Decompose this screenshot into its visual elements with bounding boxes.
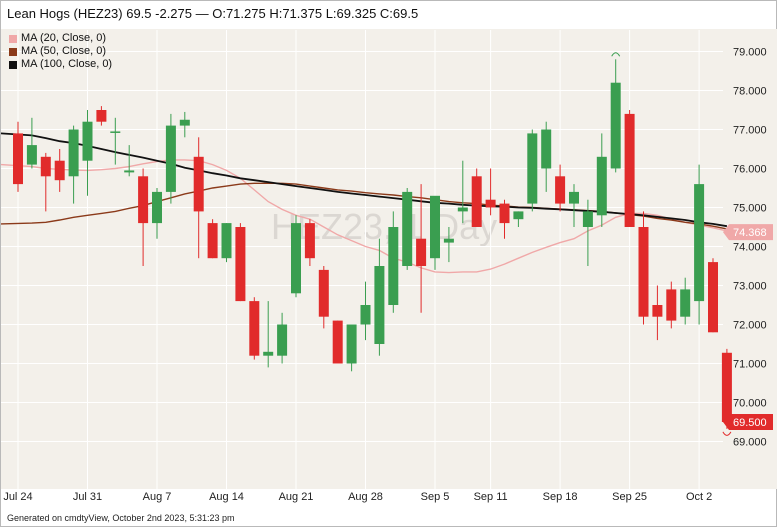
y-tick-label: 74.000 <box>733 242 767 254</box>
y-tick-label: 73.000 <box>733 281 767 293</box>
y-tick-label: 79.000 <box>733 47 767 59</box>
x-tick-label: Aug 21 <box>279 491 314 503</box>
x-tick-label: Jul 24 <box>3 491 32 503</box>
candle-body <box>249 301 260 356</box>
candle-body <box>332 320 343 364</box>
candle-body <box>291 223 301 294</box>
candle-body <box>96 110 107 122</box>
legend-label-ma20: MA (20, Close, 0) <box>21 32 106 44</box>
y-tick-label: 75.000 <box>733 203 767 215</box>
legend-item-ma20[interactable]: MA (20, Close, 0) <box>9 32 112 45</box>
candle-body <box>277 324 288 356</box>
y-tick-label: 77.000 <box>733 125 767 137</box>
chart-title: Lean Hogs (HEZ23) 69.5 -2.275 — O:71.275… <box>7 6 419 21</box>
candle-body <box>318 269 329 317</box>
legend-label-ma100: MA (100, Close, 0) <box>21 58 113 70</box>
candle-body <box>388 227 399 305</box>
low-marker <box>722 431 732 436</box>
price-axis[interactable] <box>723 29 777 489</box>
candle-body <box>569 191 579 204</box>
candle-body <box>541 129 552 169</box>
candle-body <box>82 121 93 161</box>
candle-body <box>610 82 621 169</box>
y-tick-label: 69.000 <box>733 437 767 449</box>
ma20-swatch <box>9 34 17 43</box>
candle-body <box>263 351 274 356</box>
x-tick-label: Sep 25 <box>612 491 647 503</box>
candle-body <box>499 203 510 224</box>
y-tick-label: 78.000 <box>733 86 767 98</box>
candle-body <box>457 207 468 212</box>
ma100-line <box>1 132 728 228</box>
candle-body <box>416 238 427 266</box>
candle-body <box>152 191 162 224</box>
candle-body <box>13 133 23 185</box>
candle-body <box>680 289 691 317</box>
candle-body <box>694 184 705 302</box>
candle-body <box>54 160 65 181</box>
candle-body <box>596 156 607 216</box>
candle-body <box>666 289 677 321</box>
candle-body <box>582 211 593 227</box>
candle-body <box>721 352 732 422</box>
x-tick-label: Aug 7 <box>143 491 172 503</box>
candle-body <box>443 238 454 243</box>
y-tick-label: 70.000 <box>733 398 767 410</box>
price-tag <box>723 224 773 241</box>
price-tag-label: 74.368 <box>733 227 767 239</box>
candle-body <box>221 223 232 259</box>
y-tick-label: 76.000 <box>733 164 767 176</box>
candle-body <box>360 305 371 325</box>
candle-body <box>68 129 79 177</box>
legend-label-ma50: MA (50, Close, 0) <box>21 45 106 57</box>
candle-body <box>430 195 440 259</box>
candle-body <box>346 324 357 364</box>
candle-body <box>652 305 663 317</box>
legend-item-ma100[interactable]: MA (100, Close, 0) <box>9 58 112 71</box>
y-tick-label: 72.000 <box>733 320 767 332</box>
x-tick-label: Oct 2 <box>686 491 712 503</box>
candle-body <box>624 113 635 227</box>
footer-generated-note: Generated on cmdtyView, October 2nd 2023… <box>7 513 235 523</box>
high-marker <box>611 52 621 57</box>
x-tick-label: Sep 11 <box>474 491 508 503</box>
candle-body <box>235 227 246 302</box>
ma50-swatch <box>9 47 17 56</box>
candle-body <box>638 227 649 317</box>
x-tick-label: Jul 31 <box>73 491 102 503</box>
candle-body <box>26 145 37 165</box>
legend-item-ma50[interactable]: MA (50, Close, 0) <box>9 45 112 58</box>
plot-area[interactable] <box>1 29 723 489</box>
price-tag <box>723 414 773 430</box>
candle-body <box>193 156 204 212</box>
candle-body <box>40 156 51 177</box>
candle-body <box>485 199 496 208</box>
candle-body <box>708 262 718 333</box>
ma100-swatch <box>9 60 17 69</box>
x-tick-label: Aug 14 <box>209 491 244 503</box>
x-tick-label: Aug 28 <box>348 491 383 503</box>
candle-body <box>513 211 524 220</box>
candle-body <box>179 119 190 126</box>
candle-body <box>124 170 135 173</box>
candle-body <box>207 223 218 259</box>
x-tick-label: Sep 18 <box>543 491 578 503</box>
candle-body <box>402 191 413 266</box>
y-tick-label: 71.000 <box>733 359 767 371</box>
candle-body <box>471 176 482 227</box>
candle-body <box>555 176 566 204</box>
candle-body <box>527 133 538 204</box>
price-tag-label: 69.500 <box>733 417 767 429</box>
candle-body <box>165 125 176 192</box>
legend: MA (20, Close, 0) MA (50, Close, 0) MA (… <box>9 32 112 71</box>
candle-body <box>374 266 385 344</box>
ma20-line <box>1 159 728 274</box>
x-tick-label: Sep 5 <box>421 491 450 503</box>
candle-body <box>304 223 315 259</box>
candle-body <box>138 176 149 224</box>
candle-body <box>110 131 121 133</box>
